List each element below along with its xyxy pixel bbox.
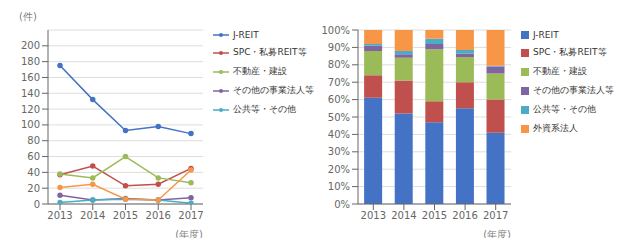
svg-text:0: 0: [34, 199, 40, 210]
html-text:公共等・その他: 公共等・その他: [233, 104, 296, 114]
svg-text:60%: 60%: [328, 94, 350, 105]
svg-text:2015: 2015: [422, 210, 447, 221]
svg-text:2015: 2015: [113, 210, 138, 221]
svg-text:20: 20: [27, 183, 40, 194]
html-text:その他の事業法人等: その他の事業法人等: [533, 85, 614, 95]
svg-text:60: 60: [27, 151, 40, 162]
svg-text:120: 120: [21, 104, 40, 115]
svg-text:(年度): (年度): [483, 229, 511, 238]
svg-text:(件): (件): [19, 11, 37, 22]
svg-text:200: 200: [21, 40, 40, 51]
svg-text:80: 80: [27, 135, 40, 146]
svg-text:(年度): (年度): [175, 229, 203, 238]
svg-text:20%: 20%: [328, 164, 350, 175]
svg-text:50%: 50%: [328, 112, 350, 123]
html-text:J-REIT: J-REIT: [533, 30, 559, 40]
svg-text:2014: 2014: [80, 210, 105, 221]
html-text:公共等・その他: 公共等・その他: [533, 104, 596, 114]
svg-text:100%: 100%: [321, 25, 350, 36]
html-text:SPC・私募REIT等: SPC・私募REIT等: [533, 47, 607, 57]
html-text:SPC・私募REIT等: SPC・私募REIT等: [233, 47, 307, 57]
svg-text:2016: 2016: [146, 210, 171, 221]
html-text:不動産・建設: 不動産・建設: [533, 66, 587, 76]
svg-text:140: 140: [21, 88, 40, 99]
svg-text:40: 40: [27, 167, 40, 178]
html-text:J-REIT: J-REIT: [233, 30, 259, 40]
svg-text:2017: 2017: [178, 210, 203, 221]
svg-text:180: 180: [21, 56, 40, 67]
svg-text:40%: 40%: [328, 129, 350, 140]
svg-text:2014: 2014: [391, 210, 416, 221]
svg-text:2013: 2013: [47, 210, 72, 221]
svg-text:80%: 80%: [328, 59, 350, 70]
svg-text:2017: 2017: [483, 210, 508, 221]
html-text:外資系法人: 外資系法人: [533, 123, 578, 133]
svg-text:2013: 2013: [361, 210, 386, 221]
html-text:不動産・建設: 不動産・建設: [233, 66, 287, 76]
svg-text:100: 100: [21, 119, 40, 130]
svg-text:30%: 30%: [328, 146, 350, 157]
svg-text:70%: 70%: [328, 77, 350, 88]
svg-text:160: 160: [21, 72, 40, 83]
svg-text:2016: 2016: [452, 210, 477, 221]
svg-text:10%: 10%: [328, 181, 350, 192]
svg-text:0%: 0%: [334, 199, 350, 210]
svg-text:90%: 90%: [328, 42, 350, 53]
html-text:その他の事業法人等: その他の事業法人等: [233, 85, 314, 95]
